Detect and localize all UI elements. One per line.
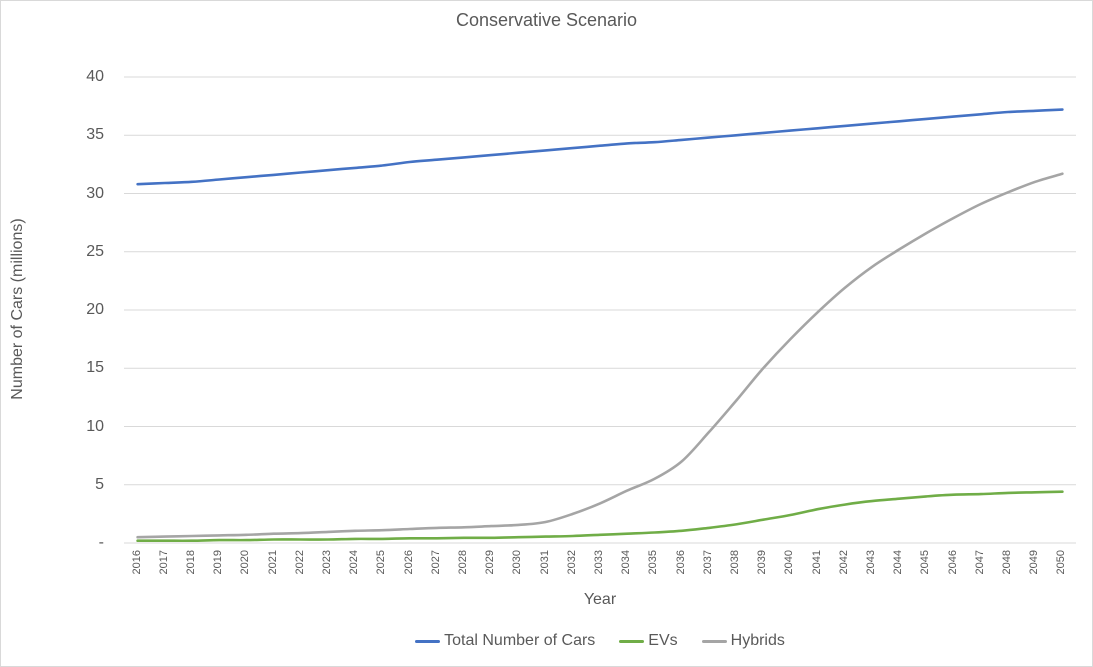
x-tick-label: 2029 bbox=[484, 550, 497, 575]
x-tick-label: 2020 bbox=[239, 550, 252, 575]
x-tick-label: 2044 bbox=[892, 550, 905, 575]
legend-item-hybrids: Hybrids bbox=[701, 632, 785, 650]
x-tick-label: 2040 bbox=[783, 550, 796, 575]
x-tick-label: 2028 bbox=[457, 550, 469, 575]
x-tick-label: 2036 bbox=[674, 550, 687, 575]
legend-label-total-number-of-cars: Total Number of Cars bbox=[444, 632, 596, 649]
legend-swatch-evs bbox=[619, 639, 645, 643]
x-tick-label: 2046 bbox=[946, 550, 959, 575]
series-line-hybrids bbox=[136, 172, 1064, 539]
x-tick-label: 2035 bbox=[647, 550, 660, 575]
x-tick-label: 2016 bbox=[130, 550, 143, 575]
x-tick-label: 2038 bbox=[729, 550, 741, 575]
series-line-total-number-of-cars bbox=[136, 108, 1064, 186]
x-tick-label: 2048 bbox=[1001, 550, 1013, 575]
y-tick-label: 15 bbox=[86, 359, 104, 377]
x-tick-label: 2047 bbox=[973, 550, 986, 575]
y-tick-label: - bbox=[98, 534, 104, 551]
x-tick-label: 2021 bbox=[266, 550, 279, 575]
x-tick-label: 2031 bbox=[538, 550, 551, 575]
x-tick-label: 2042 bbox=[837, 550, 850, 575]
y-tick-label: 35 bbox=[86, 126, 104, 144]
x-tick-label: 2041 bbox=[810, 550, 823, 575]
x-tick-label: 2043 bbox=[865, 550, 877, 575]
x-tick-label: 2022 bbox=[293, 550, 306, 575]
y-tick-label: 30 bbox=[86, 184, 104, 202]
legend-item-total-number-of-cars: Total Number of Cars bbox=[415, 632, 595, 650]
x-tick-label: 2045 bbox=[919, 550, 932, 575]
y-tick-label: 40 bbox=[86, 68, 104, 85]
x-tick-label: 2030 bbox=[511, 550, 524, 575]
legend-item-evs: EVs bbox=[619, 632, 678, 650]
x-axis-title: Year bbox=[583, 591, 617, 608]
x-tick-label: 2049 bbox=[1028, 550, 1041, 575]
x-tick-label: 2037 bbox=[701, 550, 714, 575]
legend-label-evs: EVs bbox=[648, 632, 678, 649]
x-tick-label: 2018 bbox=[185, 550, 197, 575]
x-tick-label: 2023 bbox=[321, 550, 333, 575]
x-tick-label: 2050 bbox=[1055, 550, 1068, 575]
x-tick-label: 2033 bbox=[593, 550, 605, 575]
x-tick-label: 2024 bbox=[348, 550, 361, 575]
chart-title: Conservative Scenario bbox=[455, 10, 638, 30]
legend-swatch-hybrids bbox=[701, 639, 727, 643]
x-tick-label: 2026 bbox=[402, 550, 415, 575]
y-tick-label: 5 bbox=[95, 475, 104, 493]
x-tick-label: 2019 bbox=[212, 550, 225, 575]
x-tick-label: 2027 bbox=[429, 550, 442, 575]
y-tick-label: 10 bbox=[86, 417, 104, 435]
legend-label-hybrids: Hybrids bbox=[730, 632, 785, 649]
series-line-evs bbox=[136, 490, 1064, 543]
x-tick-label: 2034 bbox=[620, 550, 633, 575]
legend: Total Number of Cars EVs Hybrids bbox=[124, 629, 1076, 653]
legend-swatch-total-number-of-cars bbox=[415, 639, 441, 643]
x-tick-label: 2039 bbox=[756, 550, 769, 575]
y-tick-label: 20 bbox=[86, 301, 104, 318]
x-tick-label: 2017 bbox=[157, 550, 170, 575]
x-tick-label: 2025 bbox=[375, 550, 388, 575]
y-tick-label: 25 bbox=[86, 242, 104, 260]
x-tick-label: 2032 bbox=[565, 550, 578, 575]
